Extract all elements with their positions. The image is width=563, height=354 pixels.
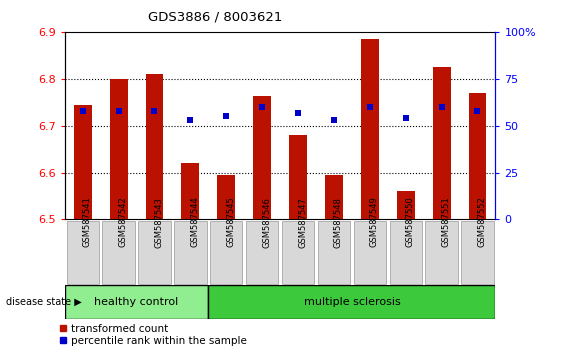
Point <box>473 108 482 114</box>
Text: GSM587550: GSM587550 <box>406 197 415 247</box>
Bar <box>361 39 379 219</box>
Bar <box>289 135 307 219</box>
Text: GSM587551: GSM587551 <box>441 197 450 247</box>
Bar <box>468 93 486 219</box>
Point <box>329 117 338 123</box>
FancyBboxPatch shape <box>66 221 99 284</box>
Bar <box>253 96 271 219</box>
Text: disease state ▶: disease state ▶ <box>6 297 82 307</box>
Bar <box>145 74 163 219</box>
Point <box>78 108 87 114</box>
Bar <box>110 79 128 219</box>
Text: healthy control: healthy control <box>95 297 178 307</box>
Text: GSM587549: GSM587549 <box>370 197 379 247</box>
Bar <box>74 104 92 219</box>
FancyBboxPatch shape <box>65 285 208 319</box>
Text: GSM587546: GSM587546 <box>262 197 271 247</box>
Point <box>258 104 267 110</box>
Point <box>186 117 195 123</box>
FancyBboxPatch shape <box>208 285 495 319</box>
FancyBboxPatch shape <box>390 221 422 284</box>
Bar <box>325 175 343 219</box>
Text: GSM587547: GSM587547 <box>298 197 307 247</box>
Text: multiple sclerosis: multiple sclerosis <box>303 297 400 307</box>
Point <box>293 110 302 115</box>
FancyBboxPatch shape <box>210 221 243 284</box>
FancyBboxPatch shape <box>426 221 458 284</box>
Text: GSM587542: GSM587542 <box>119 197 128 247</box>
Text: GSM587544: GSM587544 <box>190 197 199 247</box>
Bar <box>432 67 450 219</box>
Point <box>365 104 374 110</box>
FancyBboxPatch shape <box>461 221 494 284</box>
FancyBboxPatch shape <box>138 221 171 284</box>
FancyBboxPatch shape <box>102 221 135 284</box>
Point <box>222 113 231 119</box>
FancyBboxPatch shape <box>174 221 207 284</box>
Point <box>437 104 446 110</box>
Text: GSM587541: GSM587541 <box>83 197 92 247</box>
Text: GSM587548: GSM587548 <box>334 197 343 247</box>
Text: GSM587545: GSM587545 <box>226 197 235 247</box>
FancyBboxPatch shape <box>354 221 386 284</box>
Legend: transformed count, percentile rank within the sample: transformed count, percentile rank withi… <box>59 324 247 346</box>
Text: GDS3886 / 8003621: GDS3886 / 8003621 <box>148 11 283 24</box>
Point <box>114 108 123 114</box>
Bar <box>181 163 199 219</box>
FancyBboxPatch shape <box>246 221 278 284</box>
FancyBboxPatch shape <box>282 221 314 284</box>
Point <box>401 115 410 121</box>
Point <box>150 108 159 114</box>
Text: GSM587543: GSM587543 <box>154 197 163 247</box>
Text: GSM587552: GSM587552 <box>477 197 486 247</box>
Bar <box>217 175 235 219</box>
Bar <box>397 192 415 219</box>
FancyBboxPatch shape <box>318 221 350 284</box>
